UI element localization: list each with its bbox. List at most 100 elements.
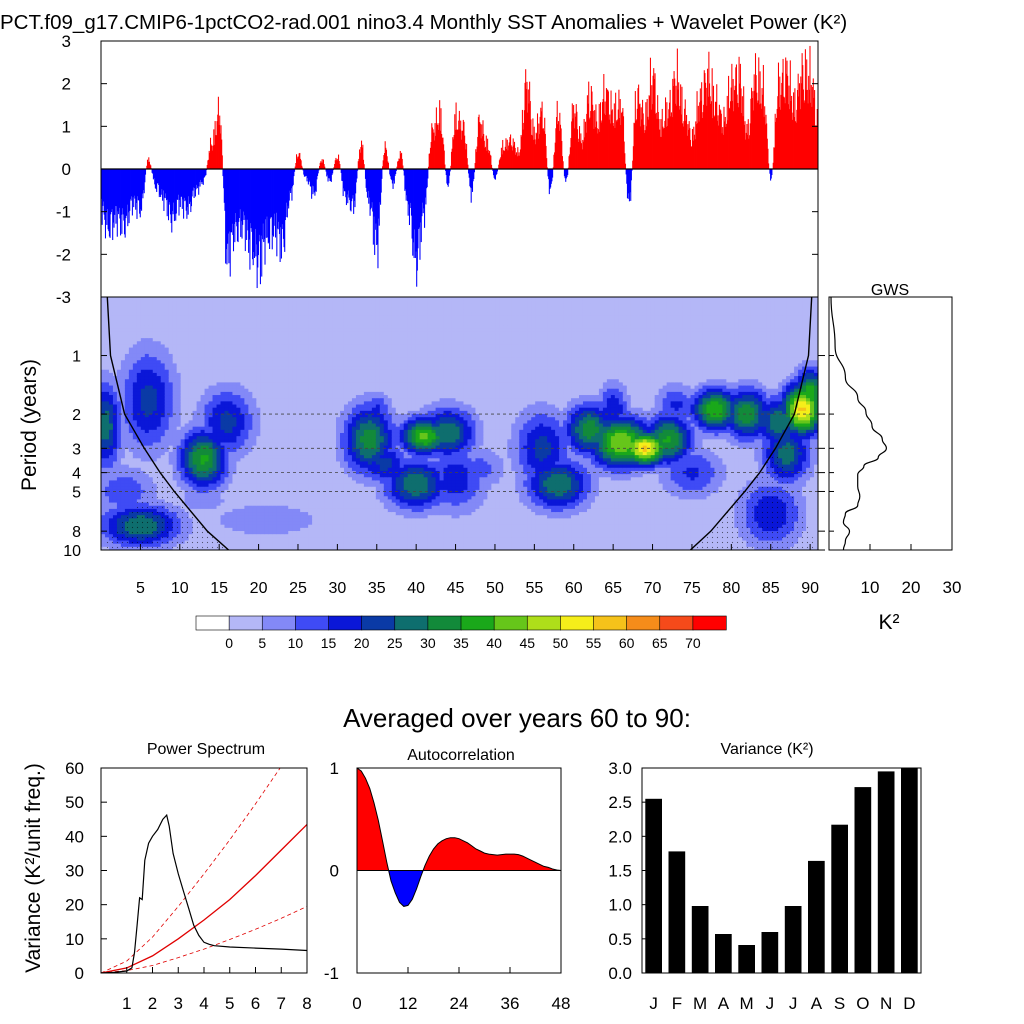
wavelet-cell	[272, 483, 277, 488]
wavelet-cell	[268, 341, 273, 345]
sst-positive-bar	[359, 152, 361, 169]
wavelet-cell	[236, 461, 241, 466]
wavelet-cell	[224, 470, 229, 475]
wavelet-cell	[260, 499, 265, 504]
wavelet-cell	[240, 372, 245, 377]
wavelet-cell	[232, 483, 237, 488]
wavelet-cell	[140, 372, 146, 377]
wavelet-cell	[228, 341, 233, 345]
sst-negative-bar	[223, 169, 225, 203]
sst-negative-bar	[194, 169, 196, 197]
wavelet-cell	[212, 426, 218, 431]
wavelet-cell	[184, 369, 190, 374]
sst-positive-bar	[700, 100, 702, 169]
sst-negative-bar	[202, 169, 204, 185]
wavelet-cell	[200, 350, 206, 355]
wavelet-cell	[128, 388, 134, 393]
wavelet-cell	[212, 483, 218, 488]
wavelet-cell	[156, 369, 162, 374]
wavelet-cell	[101, 312, 106, 317]
wavelet-cell	[176, 315, 182, 320]
sst-positive-bar	[728, 75, 730, 169]
wavelet-cell	[132, 404, 138, 409]
wavelet-cell	[288, 376, 293, 380]
wavelet-cell	[184, 404, 190, 409]
wavelet-cell	[120, 480, 126, 485]
wavelet-cell	[152, 322, 158, 326]
wavelet-cell	[228, 483, 233, 488]
wavelet-cell	[260, 477, 265, 481]
sst-negative-bar	[412, 169, 414, 256]
sst-positive-bar	[439, 100, 441, 169]
wavelet-cell	[264, 543, 269, 548]
wavelet-cell	[148, 341, 154, 345]
wavelet-cell	[256, 502, 261, 507]
sst-negative-bar	[196, 169, 198, 185]
sst-negative-bar	[181, 169, 183, 209]
wavelet-cell	[156, 439, 162, 443]
wavelet-cell	[140, 451, 146, 456]
wavelet-cell	[228, 467, 233, 472]
wavelet-cell	[244, 442, 249, 447]
wavelet-cell	[180, 341, 186, 345]
sst-positive-bar	[670, 112, 672, 169]
wavelet-cell	[124, 379, 130, 383]
sst-positive-bar	[774, 113, 776, 169]
wavelet-cell	[280, 312, 285, 317]
sst-negative-bar	[412, 169, 414, 243]
wavelet-cell	[276, 366, 281, 371]
wavelet-cell	[101, 325, 106, 330]
sst-positive-bar	[718, 104, 720, 169]
wavelet-cell	[224, 429, 229, 434]
wavelet-cell	[108, 461, 114, 466]
sst-positive-bar	[714, 101, 716, 169]
sst-positive-bar	[805, 90, 807, 169]
wavelet-cell	[236, 363, 241, 368]
wavelet-cell	[164, 366, 170, 371]
wavelet-cell	[220, 325, 225, 330]
wavelet-cell	[168, 363, 174, 368]
wavelet-cell	[120, 331, 126, 336]
wavelet-cell	[148, 331, 154, 336]
wavelet-cell	[240, 546, 245, 550]
wavelet-cell	[228, 385, 233, 390]
wavelet-cell	[184, 410, 190, 415]
wavelet-cell	[200, 502, 206, 507]
sst-negative-bar	[114, 169, 116, 207]
wavelet-cell	[148, 398, 154, 402]
wavelet-cell	[264, 347, 269, 352]
wavelet-cell	[196, 458, 202, 462]
wavelet-cell	[252, 483, 257, 488]
sst-negative-bar	[421, 169, 423, 217]
wavelet-cell	[168, 470, 174, 475]
wavelet-cell	[212, 414, 218, 418]
wavelet-cell	[108, 334, 114, 339]
sst-positive-bar	[323, 164, 325, 169]
wavelet-cell	[204, 426, 210, 431]
wavelet-cell	[248, 300, 253, 304]
wavelet-cell	[236, 334, 241, 339]
wavelet-cell	[192, 467, 198, 472]
wavelet-cell	[248, 334, 253, 339]
wavelet-cell	[280, 353, 285, 358]
sst-negative-bar	[187, 169, 189, 207]
wavelet-cell	[124, 505, 130, 510]
wavelet-cell	[260, 303, 265, 307]
wavelet-cell	[140, 417, 146, 421]
wavelet-cell	[264, 527, 269, 532]
wavelet-cell	[268, 372, 273, 377]
wavelet-cell	[232, 385, 237, 390]
sst-positive-bar	[678, 82, 680, 169]
wavelet-cell	[168, 379, 174, 383]
wavelet-cell	[236, 543, 241, 548]
sst-negative-bar	[426, 169, 428, 188]
wavelet-cell	[212, 331, 218, 336]
wavelet-cell	[224, 328, 229, 333]
sst-positive-bar	[397, 160, 399, 169]
sst-positive-bar	[733, 111, 735, 169]
wavelet-cell	[216, 391, 221, 396]
wavelet-cell	[148, 436, 154, 440]
wavelet-cell	[264, 322, 269, 326]
wavelet-cell	[252, 319, 257, 323]
wavelet-cell	[228, 531, 233, 535]
